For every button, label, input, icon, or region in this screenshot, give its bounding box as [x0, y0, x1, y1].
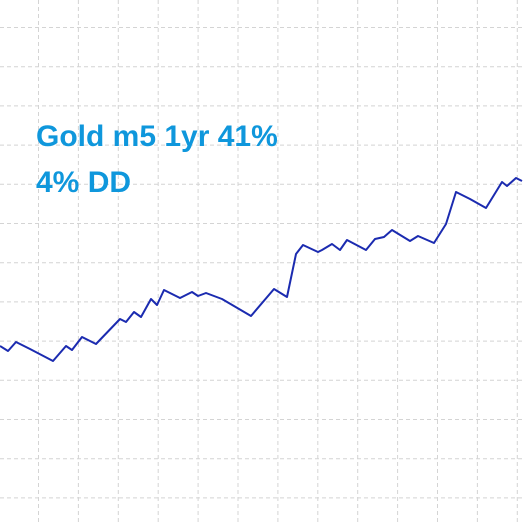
chart-subtitle: 4% DD	[36, 166, 131, 199]
equity-line	[0, 177, 523, 362]
chart-title: Gold m5 1yr 41%	[36, 120, 278, 153]
